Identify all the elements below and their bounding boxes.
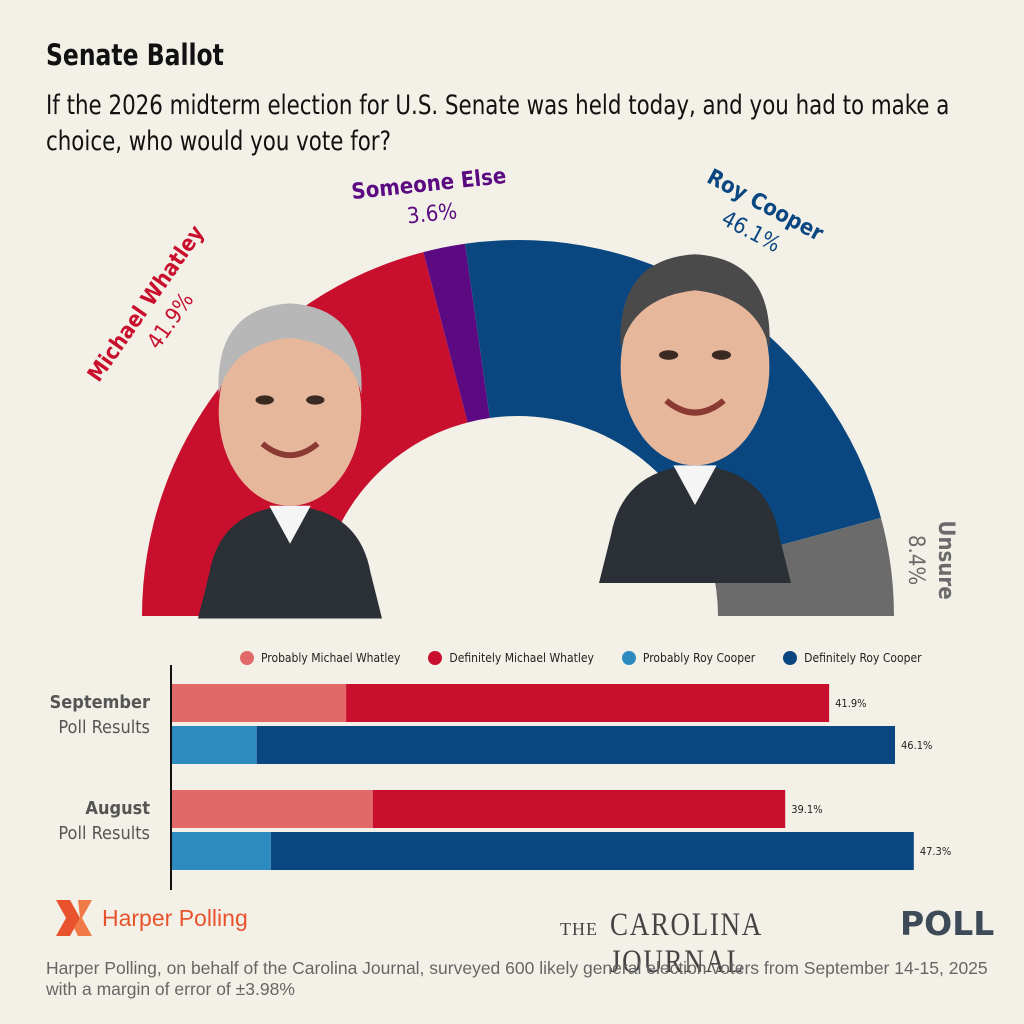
bar-definitely-michael-whatley [346,684,830,722]
poll-question: If the 2026 midterm election for U.S. Se… [46,90,950,157]
period-name: August [85,798,150,819]
cj-logo-poll: POLL [900,904,995,943]
slice-unsure [711,517,894,616]
harper-logo-icon [56,900,92,936]
period-subtitle: Poll Results [58,717,150,738]
legend-swatch [428,651,443,665]
legend-label: Definitely Michael Whatley [449,651,594,665]
bar-definitely-roy-cooper [256,726,895,764]
period-name: September [49,692,150,713]
bar-probably-roy-cooper [172,726,257,764]
period-label-august: August Poll Results [0,798,150,844]
bar-value-label: 41.9% [835,697,866,710]
whatley-photo [198,303,382,619]
legend-item-definitely-roy-cooper: Definitely Roy Cooper [783,651,922,665]
bar-probably-roy-cooper [172,832,271,870]
legend-label: Definitely Roy Cooper [804,651,922,665]
period-label-september: September Poll Results [0,692,150,738]
slice-label-someone-else: Someone Else [350,164,507,205]
cj-logo-the: THE [560,919,598,939]
legend-item-probably-roy-cooper: Probably Roy Cooper [621,651,756,665]
slice-someone-else [423,243,490,423]
carolina-journal-poll-logo: THE CAROLINA JOURNAL POLL [560,904,994,981]
cj-logo-name: CAROLINA JOURNAL [610,907,762,980]
bar-probably-michael-whatley [172,790,373,828]
legend-swatch [783,651,798,665]
bar-definitely-michael-whatley [372,790,786,828]
bar-value-label: 39.1% [791,803,822,816]
slice-value-someone-else: 3.6% [406,199,459,229]
slice-value-unsure: 8.4% [903,535,928,585]
legend-swatch [621,651,636,665]
legend-item-probably-michael-whatley: Probably Michael Whatley [240,651,400,665]
cooper-photo [599,254,791,583]
harper-logo-text: Harper Polling [102,904,248,931]
survey-footnote: Harper Polling, on behalf of the Carolin… [46,958,988,999]
bar-definitely-roy-cooper [270,832,914,870]
slice-label-unsure: Unsure [933,520,958,599]
legend-swatch [240,651,254,665]
legend-item-definitely-michael-whatley: Definitely Michael Whatley [428,651,594,665]
bar-value-label: 46.1% [901,739,932,752]
period-subtitle: Poll Results [58,823,150,844]
legend-label: Probably Michael Whatley [261,651,401,665]
bar-legend: Probably Michael Whatley Definitely Micha… [240,648,950,668]
legend-label: Probably Roy Cooper [642,651,756,665]
bar-value-label: 47.3% [920,845,951,858]
chart-title: Senate Ballot [46,38,224,72]
harper-polling-logo: Harper Polling [52,898,248,938]
bar-probably-michael-whatley [172,684,347,722]
